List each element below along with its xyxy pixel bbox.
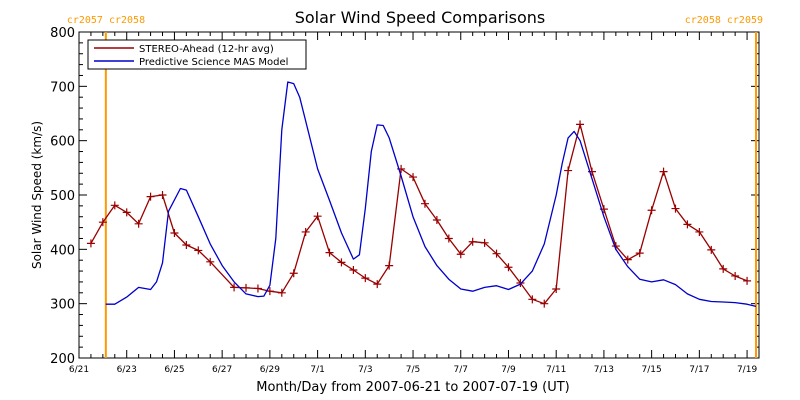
y-tick-label: 200	[50, 352, 75, 367]
data-point-marker	[146, 192, 155, 201]
carrington-marker-label: cr2058 cr2059	[685, 15, 763, 26]
data-point-marker	[540, 299, 549, 308]
data-point-marker	[623, 255, 632, 264]
data-point-marker	[325, 248, 334, 257]
x-tick-label: 6/23	[117, 365, 137, 375]
data-point-marker	[385, 261, 394, 270]
x-tick-label: 6/29	[260, 365, 280, 375]
data-point-marker	[253, 284, 262, 293]
x-tick-label: 7/19	[737, 365, 757, 375]
data-point-marker	[349, 265, 358, 274]
x-tick-label: 6/27	[212, 365, 232, 375]
series-line-stereo-ahead	[90, 123, 748, 305]
data-point-marker	[134, 219, 143, 228]
y-tick-label: 400	[50, 243, 75, 258]
data-point-marker	[516, 279, 525, 288]
data-point-marker	[98, 218, 107, 227]
data-point-marker	[683, 220, 692, 229]
data-point-marker	[242, 283, 251, 292]
data-point-marker	[230, 283, 239, 292]
x-tick-label: 7/7	[454, 365, 468, 375]
data-point-marker	[122, 208, 131, 217]
carrington-marker-label: cr2057 cr2058	[67, 15, 145, 26]
x-tick-label: 7/9	[501, 365, 516, 375]
data-point-marker	[373, 280, 382, 289]
data-point-marker	[170, 229, 179, 238]
data-point-marker	[182, 240, 191, 249]
y-tick-label: 500	[50, 189, 75, 204]
data-point-marker	[420, 199, 429, 208]
data-point-marker	[659, 167, 668, 176]
x-tick-label: 7/15	[642, 365, 662, 375]
data-point-marker	[361, 274, 370, 283]
x-tick-label: 7/11	[546, 365, 566, 375]
data-point-marker	[552, 284, 561, 293]
data-point-marker	[504, 263, 513, 272]
x-tick-label: 7/5	[406, 365, 420, 375]
data-point-marker	[695, 227, 704, 236]
data-point-marker	[492, 249, 501, 258]
data-series	[86, 81, 757, 308]
data-point-marker	[707, 245, 716, 254]
legend-box	[87, 39, 307, 70]
data-point-marker	[671, 204, 680, 213]
data-point-marker	[480, 238, 489, 247]
data-point-marker	[206, 257, 215, 266]
data-point-marker	[743, 276, 752, 285]
x-axis-label: Month/Day from 2007-06-21 to 2007-07-19 …	[256, 380, 569, 395]
y-axis-label: Solar Wind Speed (km/s)	[30, 121, 44, 269]
data-point-marker	[301, 227, 310, 236]
data-point-marker	[194, 246, 203, 255]
data-point-marker	[158, 191, 167, 199]
data-point-marker	[647, 206, 656, 215]
data-point-marker	[635, 249, 644, 258]
y-tick-label: 700	[50, 80, 75, 95]
legend-label-mas: Predictive Science MAS Model	[139, 57, 288, 68]
series-line-mas-model	[105, 81, 757, 308]
data-point-marker	[289, 269, 298, 278]
data-point-marker	[444, 234, 453, 243]
data-point-marker	[409, 173, 418, 182]
x-tick-label: 6/21	[69, 365, 89, 375]
data-point-marker	[719, 264, 728, 273]
data-point-marker	[337, 258, 346, 267]
x-tick-label: 7/13	[594, 365, 614, 375]
data-point-marker	[277, 288, 286, 297]
data-point-marker	[313, 212, 322, 221]
data-point-marker	[86, 239, 95, 248]
data-point-marker	[432, 215, 441, 224]
x-tick-label: 6/25	[164, 365, 184, 375]
x-tick-label: 7/3	[358, 365, 372, 375]
data-point-marker	[528, 295, 537, 304]
y-tick-label: 800	[50, 26, 75, 41]
axes: 200 300 400 500 600 700 800 6/21 6/23 6/25 6/27 6/2…	[50, 26, 760, 375]
x-tick-label: 7/17	[689, 365, 709, 375]
legend: STEREO-Ahead (12-hr avg) Predictive Scie…	[87, 39, 307, 70]
y-tick-label: 300	[50, 298, 75, 313]
data-point-marker	[731, 271, 740, 280]
legend-label-stereo: STEREO-Ahead (12-hr avg)	[139, 44, 274, 55]
chart-title: Solar Wind Speed Comparisons	[295, 8, 546, 27]
data-point-marker	[564, 166, 573, 175]
x-tick-label: 7/1	[310, 365, 324, 375]
data-point-marker	[456, 250, 465, 259]
y-tick-label: 600	[50, 135, 75, 150]
data-point-marker	[576, 120, 585, 129]
data-point-marker	[110, 201, 119, 210]
data-point-marker	[468, 237, 477, 246]
